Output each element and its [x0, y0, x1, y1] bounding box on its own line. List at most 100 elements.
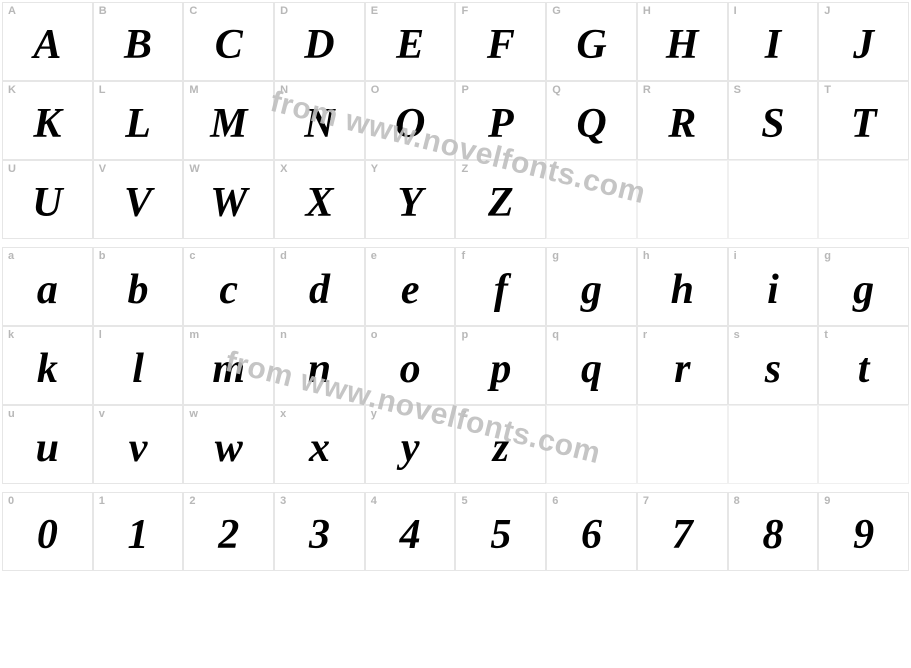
cell-label: F [461, 6, 468, 17]
cell-glyph: G [576, 21, 606, 69]
cell-label: K [8, 85, 16, 96]
cell-label: q [552, 330, 559, 341]
cell-label: P [461, 85, 468, 96]
glyph-cell: 88 [728, 492, 819, 571]
cell-glyph: T [851, 100, 877, 148]
cell-glyph: H [666, 21, 699, 69]
cell-label: B [99, 6, 107, 17]
cell-label: z [461, 409, 467, 420]
cell-glyph: 3 [309, 511, 330, 559]
cell-label: c [189, 251, 195, 262]
cell-glyph: F [487, 21, 515, 69]
cell-label: d [280, 251, 287, 262]
cell-glyph: 1 [128, 511, 149, 559]
cell-label: 2 [189, 496, 195, 507]
glyph-cell: 44 [365, 492, 456, 571]
cell-label: N [280, 85, 288, 96]
cell-label: O [371, 85, 380, 96]
cell-glyph: R [668, 100, 696, 148]
empty-cell [818, 160, 909, 239]
glyph-cell: xx [274, 405, 365, 484]
glyph-cell: MM [183, 81, 274, 160]
glyph-cell: YY [365, 160, 456, 239]
glyph-cell: yy [365, 405, 456, 484]
section-gap [2, 239, 909, 247]
cell-glyph: k [37, 345, 58, 393]
glyph-cell: gg [546, 247, 637, 326]
glyph-cell: TT [818, 81, 909, 160]
cell-glyph: g [853, 266, 874, 314]
cell-glyph: z [493, 424, 509, 472]
cell-label: 0 [8, 496, 14, 507]
cell-glyph: W [210, 179, 247, 227]
glyph-cell: 33 [274, 492, 365, 571]
cell-label: r [643, 330, 647, 341]
cell-label: M [189, 85, 198, 96]
glyph-cell: BB [93, 2, 184, 81]
section-uppercase: AABBCCDDEEFFGGHHIIJJKKLLMMNNOOPPQQRRSSTT… [2, 2, 909, 239]
glyph-cell: tt [818, 326, 909, 405]
cell-glyph: a [37, 266, 58, 314]
glyph-cell: rr [637, 326, 728, 405]
glyph-cell: AA [2, 2, 93, 81]
cell-label: l [99, 330, 102, 341]
glyph-cell: CC [183, 2, 274, 81]
cell-glyph: B [124, 21, 152, 69]
cell-glyph: 8 [762, 511, 783, 559]
cell-label: 1 [99, 496, 105, 507]
cell-glyph: x [309, 424, 330, 472]
cell-label: y [371, 409, 377, 420]
glyph-cell: 77 [637, 492, 728, 571]
cell-glyph: b [128, 266, 149, 314]
glyph-cell: KK [2, 81, 93, 160]
cell-glyph: g [581, 266, 602, 314]
cell-glyph: K [33, 100, 61, 148]
cell-glyph: 5 [490, 511, 511, 559]
cell-label: m [189, 330, 199, 341]
cell-label: H [643, 6, 651, 17]
cell-glyph: 6 [581, 511, 602, 559]
cell-glyph: p [490, 345, 511, 393]
cell-label: 4 [371, 496, 377, 507]
cell-label: g [552, 251, 559, 262]
section-lowercase: aabbccddeeffgghhiiggkkllmmnnooppqqrrsstt… [2, 247, 909, 484]
cell-label: 7 [643, 496, 649, 507]
glyph-cell: ee [365, 247, 456, 326]
cell-label: i [734, 251, 737, 262]
cell-glyph: Q [576, 100, 606, 148]
glyph-cell: VV [93, 160, 184, 239]
cell-label: 5 [461, 496, 467, 507]
glyph-cell: pp [455, 326, 546, 405]
cell-glyph: v [129, 424, 148, 472]
glyph-cell: qq [546, 326, 637, 405]
glyph-cell: cc [183, 247, 274, 326]
cell-glyph: Y [397, 179, 423, 227]
cell-glyph: 0 [37, 511, 58, 559]
cell-glyph: V [124, 179, 152, 227]
section-gap [2, 484, 909, 492]
cell-label: V [99, 164, 106, 175]
cell-label: p [461, 330, 468, 341]
cell-label: J [824, 6, 830, 17]
cell-label: b [99, 251, 106, 262]
glyph-cell: JJ [818, 2, 909, 81]
glyph-cell: HH [637, 2, 728, 81]
glyph-cell: EE [365, 2, 456, 81]
glyph-cell: SS [728, 81, 819, 160]
glyph-cell: 66 [546, 492, 637, 571]
glyph-cell: GG [546, 2, 637, 81]
glyph-cell: oo [365, 326, 456, 405]
cell-glyph: L [125, 100, 151, 148]
glyph-cell: DD [274, 2, 365, 81]
cell-glyph: t [858, 345, 870, 393]
glyph-cell: ww [183, 405, 274, 484]
cell-glyph: o [400, 345, 421, 393]
cell-glyph: J [853, 21, 874, 69]
cell-label: x [280, 409, 286, 420]
empty-cell [818, 405, 909, 484]
cell-label: G [552, 6, 561, 17]
cell-glyph: N [304, 100, 334, 148]
cell-glyph: P [488, 100, 514, 148]
glyph-cell: ff [455, 247, 546, 326]
cell-glyph: I [765, 21, 781, 69]
